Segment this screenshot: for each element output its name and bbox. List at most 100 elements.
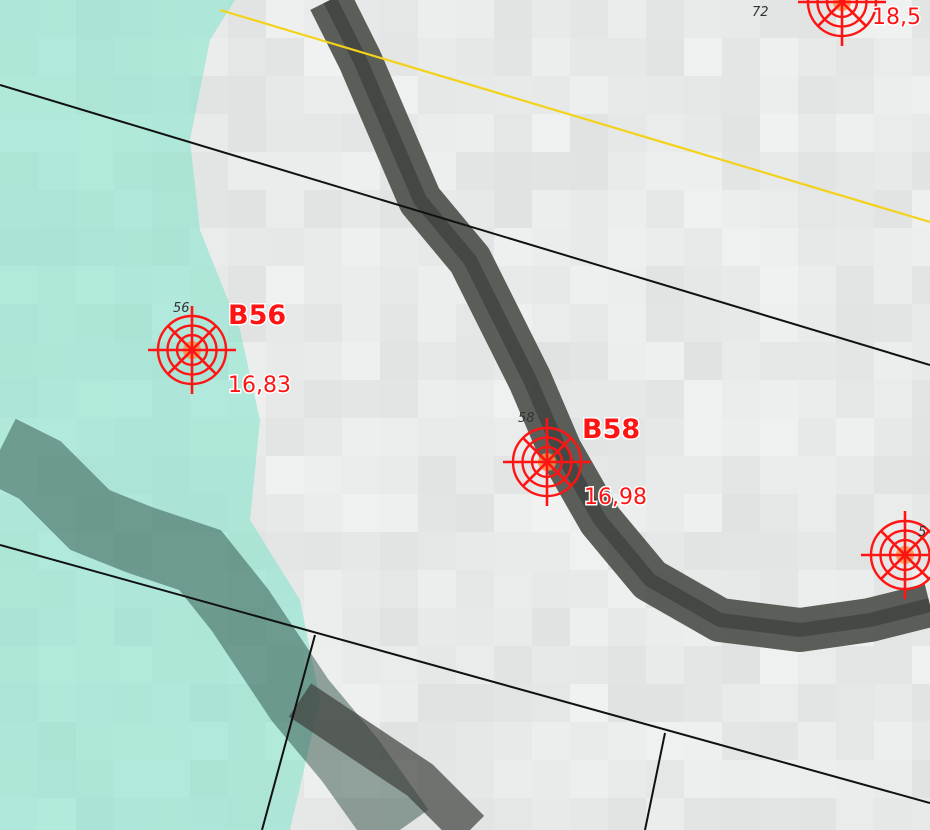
raster-tile <box>836 152 874 190</box>
raster-tile <box>912 266 930 304</box>
raster-tile <box>646 760 684 798</box>
raster-tile <box>494 646 532 684</box>
raster-tile <box>532 722 570 760</box>
raster-tile <box>570 722 608 760</box>
raster-tile <box>798 798 836 830</box>
raster-tile <box>798 532 836 570</box>
raster-tile <box>304 418 342 456</box>
raster-tile <box>494 114 532 152</box>
raster-tile <box>836 684 874 722</box>
raster-tile <box>570 76 608 114</box>
raster-tile <box>722 456 760 494</box>
survey-point-b56[interactable]: 56 B56 16,83 <box>148 299 292 400</box>
raster-tile <box>456 646 494 684</box>
raster-tile <box>532 0 570 38</box>
raster-tile <box>608 608 646 646</box>
raster-tile <box>456 152 494 190</box>
raster-tile <box>418 456 456 494</box>
raster-tile <box>532 570 570 608</box>
raster-tile <box>836 646 874 684</box>
raster-tile <box>418 114 456 152</box>
point-name-label: B56 <box>228 300 286 331</box>
raster-tile <box>760 0 798 38</box>
raster-tile <box>494 760 532 798</box>
raster-tile <box>608 38 646 76</box>
raster-tile <box>380 570 418 608</box>
raster-tile <box>532 608 570 646</box>
raster-tile <box>722 532 760 570</box>
raster-tile <box>532 190 570 228</box>
raster-tile <box>836 418 874 456</box>
raster-tile <box>228 38 266 76</box>
raster-tile <box>874 456 912 494</box>
raster-tile <box>494 0 532 38</box>
raster-tile <box>532 114 570 152</box>
raster-tile <box>760 646 798 684</box>
raster-tile <box>874 304 912 342</box>
raster-tile <box>342 228 380 266</box>
raster-tile <box>798 76 836 114</box>
survey-point-right[interactable]: 5 <box>861 511 930 599</box>
raster-tile <box>304 304 342 342</box>
raster-tile <box>494 608 532 646</box>
raster-tile <box>456 722 494 760</box>
raster-tile <box>722 304 760 342</box>
raster-tile <box>798 114 836 152</box>
raster-tile <box>456 570 494 608</box>
raster-tile <box>380 418 418 456</box>
raster-tile <box>570 38 608 76</box>
raster-tile <box>494 798 532 830</box>
raster-tile <box>304 380 342 418</box>
raster-tile <box>836 266 874 304</box>
raster-tile <box>722 114 760 152</box>
raster-tile <box>266 76 304 114</box>
raster-tile <box>912 38 930 76</box>
raster-tile <box>608 114 646 152</box>
raster-tile <box>494 228 532 266</box>
raster-tile <box>646 76 684 114</box>
survey-point-top[interactable]: 72 18,5 <box>752 0 922 46</box>
raster-tile <box>380 684 418 722</box>
raster-tile <box>532 304 570 342</box>
raster-tile <box>418 494 456 532</box>
raster-tile <box>646 684 684 722</box>
raster-tile <box>798 684 836 722</box>
raster-tile <box>570 760 608 798</box>
raster-tile <box>304 456 342 494</box>
raster-tile <box>380 532 418 570</box>
raster-tile <box>266 38 304 76</box>
raster-tile <box>912 380 930 418</box>
raster-tile <box>418 266 456 304</box>
raster-tile <box>836 76 874 114</box>
raster-tile <box>608 304 646 342</box>
raster-tile <box>722 266 760 304</box>
raster-tile <box>798 418 836 456</box>
raster-tile <box>912 152 930 190</box>
raster-tile <box>760 722 798 760</box>
water-area <box>0 0 320 830</box>
raster-tile <box>874 152 912 190</box>
raster-tile <box>798 228 836 266</box>
raster-tile <box>760 798 798 830</box>
raster-tile <box>456 456 494 494</box>
survey-point-b58[interactable]: 58 B58 16,98 <box>503 411 648 512</box>
raster-tile <box>380 228 418 266</box>
raster-tile <box>266 342 304 380</box>
raster-tile <box>608 418 646 456</box>
raster-tile <box>760 114 798 152</box>
raster-tile <box>798 570 836 608</box>
raster-tile <box>342 608 380 646</box>
raster-tile <box>684 532 722 570</box>
raster-tile <box>570 798 608 830</box>
raster-tile <box>836 380 874 418</box>
raster-tile <box>836 722 874 760</box>
raster-tile <box>608 342 646 380</box>
raster-tile <box>532 38 570 76</box>
raster-tile <box>646 304 684 342</box>
raster-tile <box>532 152 570 190</box>
yellow-boundary-line <box>219 8 930 224</box>
raster-tile <box>684 342 722 380</box>
raster-tile <box>304 228 342 266</box>
raster-tile <box>456 0 494 38</box>
